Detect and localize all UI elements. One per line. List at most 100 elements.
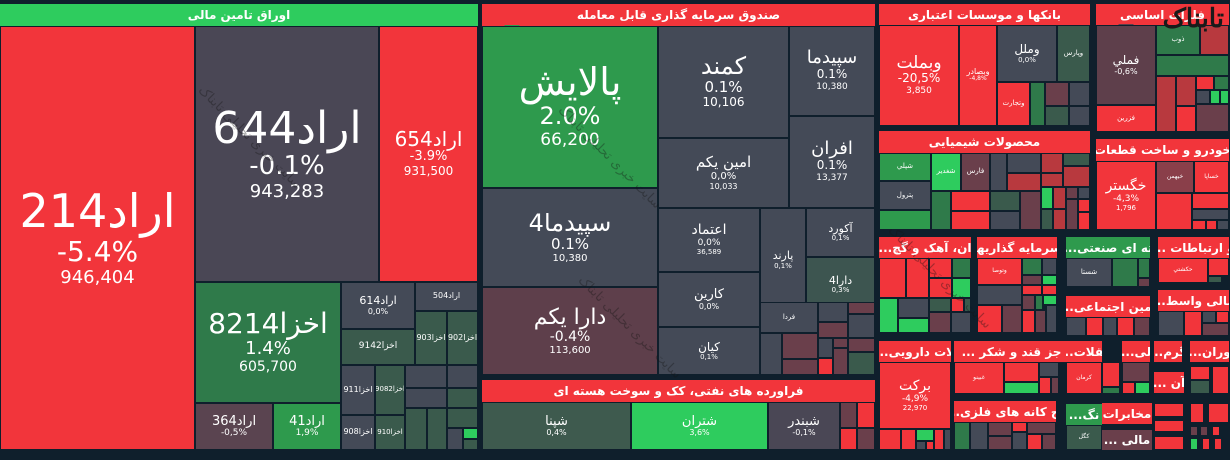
- tile-small[interactable]: [1156, 76, 1176, 132]
- tile-small[interactable]: [1039, 362, 1059, 377]
- tile-small[interactable]: [929, 278, 952, 298]
- tile-small[interactable]: [1103, 317, 1117, 336]
- tile-small[interactable]: [1184, 311, 1202, 336]
- tile-small[interactable]: [1102, 362, 1120, 387]
- tile-small[interactable]: [944, 429, 951, 450]
- tile-small[interactable]: [1007, 153, 1041, 173]
- tile-vbemellat[interactable]: وبملت -20,5% 3,850: [879, 25, 959, 126]
- tile-small[interactable]: [857, 428, 875, 450]
- tile-parand[interactable]: پارند 0,1%: [760, 208, 806, 312]
- tile-small[interactable]: [1196, 90, 1210, 104]
- tile-small[interactable]: [1078, 199, 1090, 212]
- tile-small[interactable]: [1039, 377, 1051, 394]
- tile-khsapa[interactable]: خساپا: [1194, 161, 1229, 193]
- tile-small[interactable]: [931, 191, 951, 230]
- tile-small[interactable]: [951, 211, 990, 230]
- sector-header-social-security[interactable]: ...امین اجتماعی: [1066, 296, 1150, 317]
- sector-header-financial-intermediaries[interactable]: ...مالی واسط: [1158, 290, 1229, 311]
- tile-small[interactable]: [1042, 275, 1057, 285]
- sector-header-sector-19[interactable]: ...لی: [1122, 341, 1150, 362]
- tile-small[interactable]: [1154, 436, 1184, 450]
- tile-small[interactable]: [1134, 317, 1150, 336]
- tile-small[interactable]: [1066, 317, 1086, 336]
- tile-small[interactable]: [1022, 258, 1042, 275]
- tile-small[interactable]: [447, 428, 463, 450]
- tile-small[interactable]: [1202, 323, 1229, 336]
- tile-small[interactable]: [1220, 90, 1229, 104]
- tile-small[interactable]: [1041, 153, 1063, 173]
- tile-small[interactable]: [951, 191, 990, 211]
- tile-small[interactable]: [1190, 366, 1210, 380]
- tile-karin[interactable]: کارین 0,0%: [658, 272, 760, 327]
- tile-small[interactable]: [818, 302, 848, 322]
- tile-shepli[interactable]: شپلي: [879, 153, 931, 181]
- tile-small[interactable]: [988, 422, 1012, 436]
- tile-small[interactable]: [1042, 434, 1056, 450]
- tile-shpena[interactable]: شپنا 0,4%: [482, 402, 631, 450]
- tile-small[interactable]: [1027, 422, 1056, 434]
- tile-small[interactable]: [1122, 362, 1150, 382]
- sector-header-chemicals[interactable]: محصولات شیمیایی: [879, 131, 1090, 153]
- tile-arad364[interactable]: اراد364 -0,5%: [195, 403, 273, 450]
- sector-header-sector-21[interactable]: ...وران: [1190, 341, 1229, 362]
- tile-akhza908[interactable]: اخزا908: [341, 415, 375, 450]
- tile-small[interactable]: [1212, 426, 1220, 436]
- tile-small[interactable]: [1135, 382, 1150, 394]
- tile-small[interactable]: [1012, 432, 1027, 450]
- tile-aminyekom[interactable]: امین یکم 0,0% 10,033: [658, 138, 789, 208]
- sector-header-industrial[interactable]: ...ته ای صنعتی: [1066, 237, 1150, 258]
- tile-kian[interactable]: کیان 0,1%: [658, 327, 760, 375]
- tile-small[interactable]: [840, 402, 857, 428]
- tile-small[interactable]: [840, 428, 857, 450]
- tile-small[interactable]: [879, 298, 898, 333]
- tile-zob[interactable]: ذوب: [1156, 25, 1200, 55]
- tile-small[interactable]: [1202, 311, 1216, 323]
- tile-small[interactable]: [1122, 382, 1135, 394]
- tile-small[interactable]: [1069, 106, 1090, 126]
- tile-small[interactable]: [1112, 258, 1138, 287]
- tile-small[interactable]: [988, 436, 1012, 450]
- tile-sepidma[interactable]: سپیدما 0.1% 10,380: [789, 26, 875, 116]
- tile-vpars[interactable]: وپارس: [1057, 25, 1090, 82]
- tile-small[interactable]: [447, 408, 478, 428]
- tile-small[interactable]: [901, 429, 916, 450]
- tile-small[interactable]: [1042, 285, 1057, 295]
- tile-small[interactable]: [1192, 209, 1229, 220]
- tile-small[interactable]: [1041, 209, 1053, 230]
- sector-header-sector-22[interactable]: ... آن: [1154, 372, 1184, 393]
- tile-small[interactable]: [879, 258, 906, 298]
- tile-palayesh[interactable]: پالایش 2.0% 66,200: [482, 26, 658, 188]
- tile-small[interactable]: [1022, 295, 1035, 310]
- tile-arad614[interactable]: اراد614 0,0%: [341, 282, 415, 329]
- tile-small[interactable]: [929, 312, 951, 333]
- tile-vtosa[interactable]: وتوصا: [977, 258, 1022, 285]
- tile-small[interactable]: [1190, 403, 1204, 423]
- tile-small[interactable]: [1002, 305, 1022, 333]
- tile-small[interactable]: [1022, 310, 1035, 333]
- sector-header-metal-ore[interactable]: ...اج کانه های فلزی: [954, 401, 1056, 422]
- tile-small[interactable]: [1208, 403, 1229, 423]
- tile-small[interactable]: [879, 429, 901, 450]
- tile-small[interactable]: [463, 428, 478, 439]
- tile-small[interactable]: [857, 402, 875, 428]
- tile-small[interactable]: [916, 441, 926, 450]
- tile-small[interactable]: [1176, 76, 1196, 106]
- tile-small[interactable]: [1022, 275, 1042, 285]
- tile-small[interactable]: [977, 305, 1002, 333]
- tile-small[interactable]: [1156, 193, 1192, 230]
- tile-small[interactable]: [1004, 382, 1039, 394]
- tile-small[interactable]: [929, 258, 952, 278]
- tile-small[interactable]: [447, 388, 478, 408]
- tile-small[interactable]: [427, 408, 447, 450]
- sector-header-confectionery[interactable]: ...تقلات: [1066, 341, 1102, 362]
- tile-akhza9142[interactable]: اخزا9142: [341, 329, 415, 365]
- tile-small[interactable]: [1086, 317, 1103, 336]
- tile-small[interactable]: [1045, 106, 1069, 126]
- sector-header-telecom[interactable]: ... و ارتباطات: [1158, 237, 1229, 258]
- tile-vtejarat[interactable]: وتجارت: [997, 82, 1030, 126]
- sector-header-sector-18[interactable]: ...نگ: [1066, 404, 1102, 425]
- tile-small[interactable]: [848, 338, 875, 352]
- tile-small[interactable]: [970, 422, 988, 450]
- tile-shbandar[interactable]: شبندر -0,1%: [768, 402, 840, 450]
- sector-header-metals[interactable]: فلزات اساسی: [1096, 4, 1229, 25]
